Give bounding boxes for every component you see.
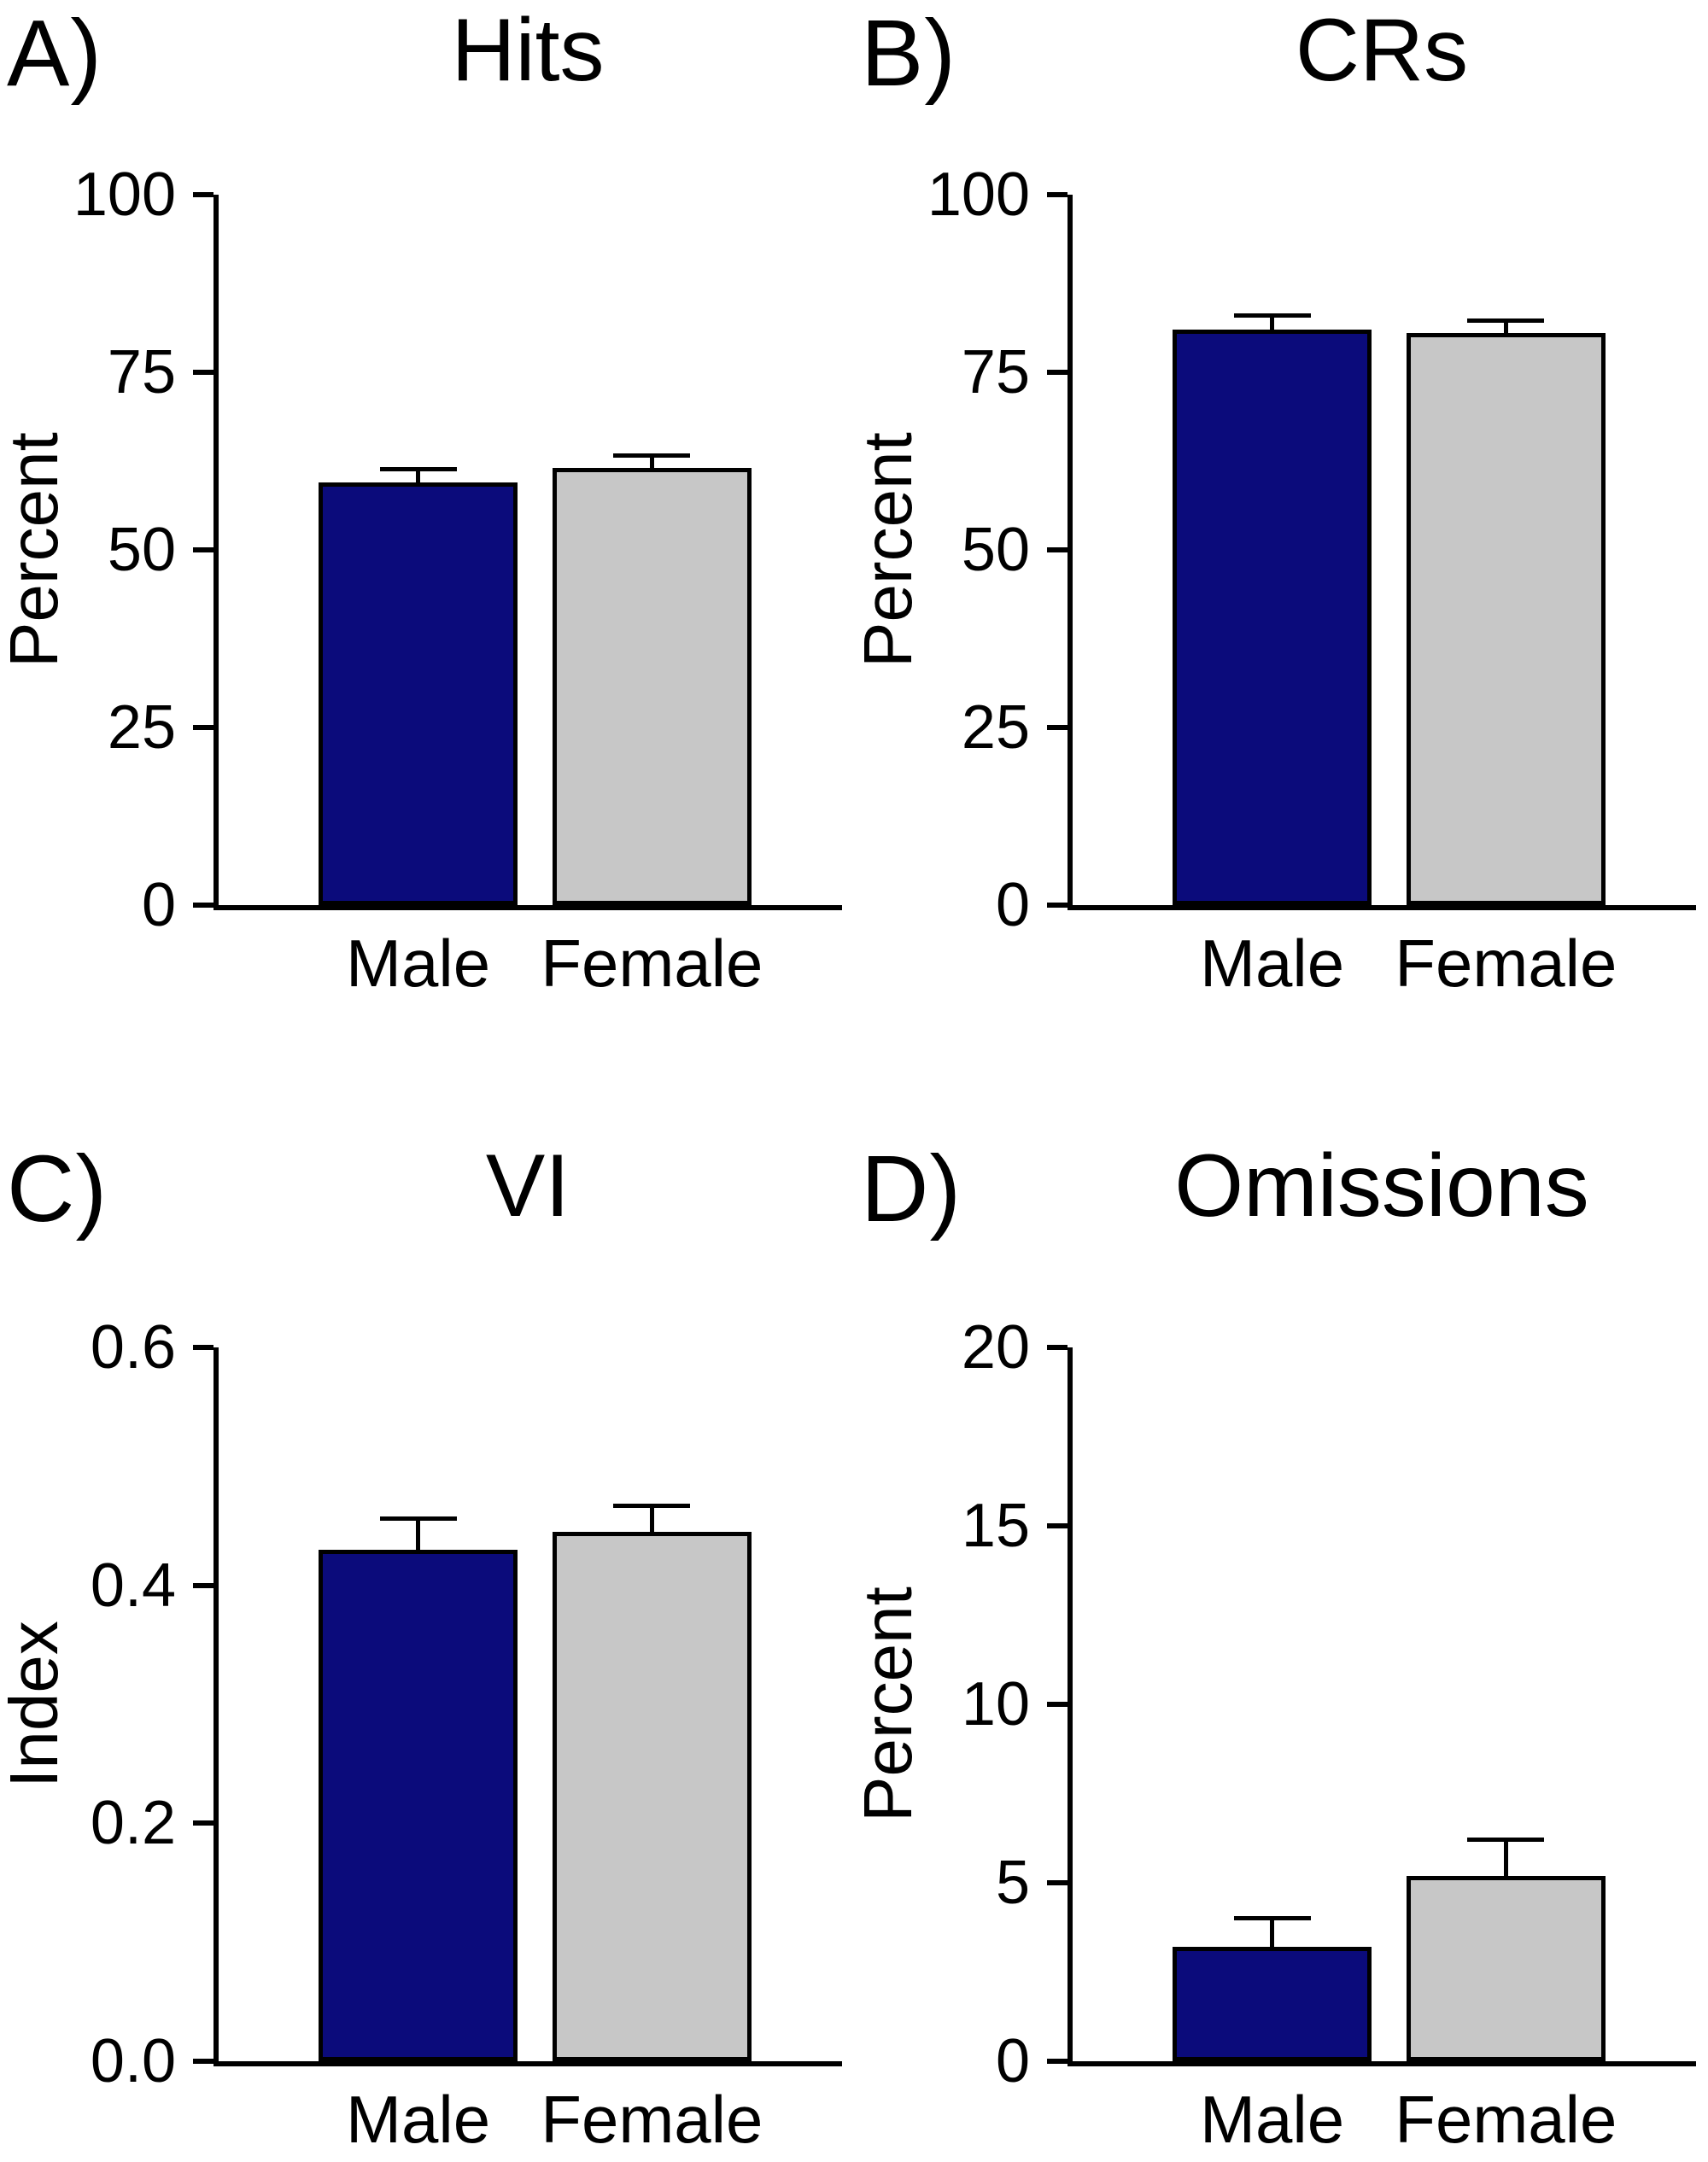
- y-axis-tick: [193, 547, 214, 552]
- error-bar-male: [1270, 315, 1275, 330]
- x-category-label-male: Male: [1200, 926, 1345, 1001]
- y-axis-tick-label: 50: [961, 516, 1030, 584]
- y-axis-tick: [1047, 370, 1068, 375]
- panel-crs: B) CRs Percent 0 25 50 75 100 Male Female: [850, 0, 1708, 1081]
- y-axis-tick-label: 0.0: [90, 2027, 176, 2095]
- y-axis-tick-label: 100: [73, 161, 176, 229]
- error-bar-cap-male: [379, 1516, 457, 1522]
- y-axis-tick: [1047, 1345, 1068, 1350]
- error-bar-cap-female: [613, 453, 691, 458]
- y-axis-tick-label: 20: [961, 1313, 1030, 1382]
- y-axis-tick-label: 50: [107, 516, 176, 584]
- x-category-label-male: Male: [346, 2082, 491, 2157]
- y-axis-tick: [1047, 1702, 1068, 1707]
- error-bar-male: [1270, 1918, 1275, 1948]
- y-axis-tick: [193, 2059, 214, 2064]
- y-axis-tick-label: 100: [927, 161, 1030, 229]
- error-bar-male: [416, 1518, 421, 1550]
- error-bar-cap-female: [1467, 318, 1545, 323]
- panel-hits: A) Hits Percent 0 25 50 75 100 Male Female: [0, 0, 854, 1081]
- bar-female: [1406, 1875, 1606, 2061]
- y-axis-tick: [1047, 1523, 1068, 1528]
- y-axis-tick-label: 25: [107, 693, 176, 762]
- x-category-label-male: Male: [346, 926, 491, 1001]
- y-axis-tick: [193, 1582, 214, 1588]
- y-axis-label-index: Index: [0, 1621, 72, 1788]
- error-bar-female: [1503, 1839, 1508, 1876]
- bar-male: [1172, 1947, 1372, 2061]
- y-axis-tick: [1047, 1880, 1068, 1885]
- plot-area-crs: 0 25 50 75 100 Male Female: [927, 164, 1696, 998]
- y-axis-tick: [193, 903, 214, 908]
- error-bar-cap-male: [379, 467, 457, 472]
- panel-letter-c: C): [7, 1137, 108, 1242]
- y-axis-tick-label: 75: [107, 338, 176, 406]
- y-axis-tick-label: 0.6: [90, 1313, 176, 1382]
- bar-male: [318, 1549, 518, 2061]
- x-category-label-female: Female: [541, 926, 763, 1001]
- y-axis-tick: [193, 192, 214, 197]
- y-axis-tick: [193, 1345, 214, 1350]
- bar-female: [552, 1531, 752, 2061]
- bar-female: [552, 468, 752, 905]
- x-category-label-female: Female: [1395, 2082, 1617, 2157]
- y-axis-tick-label: 5: [995, 1849, 1030, 1917]
- y-axis-tick: [1047, 2059, 1068, 2064]
- error-bar-cap-male: [1233, 1916, 1311, 1921]
- panel-letter-a: A): [7, 1, 102, 106]
- chart-title-omissions: Omissions: [1174, 1137, 1589, 1236]
- plot-area-vi: 0.0 0.2 0.4 0.6 Male Female: [91, 1317, 842, 2154]
- y-axis-tick-label: 75: [961, 338, 1030, 406]
- plot-area-omissions: 0 5 10 15 20 Male Female: [962, 1317, 1696, 2154]
- y-axis-tick-label: 0: [995, 2027, 1030, 2095]
- y-axis-tick: [193, 725, 214, 730]
- x-category-label-female: Female: [541, 2082, 763, 2157]
- bar-male: [1172, 330, 1372, 905]
- panel-letter-b: B): [861, 1, 956, 106]
- error-bar-male: [416, 469, 421, 482]
- chart-title-vi: VI: [485, 1137, 570, 1236]
- plot-area-hits: 0 25 50 75 100 Male Female: [73, 164, 842, 998]
- bar-male: [318, 482, 518, 905]
- error-bar-cap-female: [613, 1503, 691, 1508]
- panel-vi: C) VI Index 0.0 0.2 0.4 0.6 Male Female: [0, 1081, 854, 2162]
- y-axis-tick: [193, 1820, 214, 1826]
- x-category-label-male: Male: [1200, 2082, 1345, 2157]
- chart-title-hits: Hits: [451, 1, 605, 100]
- panel-letter-d: D): [861, 1137, 962, 1242]
- y-axis-tick-label: 0: [141, 871, 176, 939]
- panel-omissions: D) Omissions Percent 0 5 10 15 20 Male Female: [850, 1081, 1708, 2162]
- y-axis-tick-label: 15: [961, 1492, 1030, 1560]
- error-bar-cap-female: [1467, 1838, 1545, 1843]
- y-axis-tick: [1047, 725, 1068, 730]
- error-bar-female: [1503, 320, 1508, 334]
- y-axis-tick: [1047, 547, 1068, 552]
- y-axis-tick: [193, 370, 214, 375]
- error-bar-female: [649, 455, 654, 469]
- y-axis-tick-label: 0.4: [90, 1551, 176, 1620]
- y-axis-tick: [1047, 903, 1068, 908]
- y-axis-tick-label: 25: [961, 693, 1030, 762]
- y-axis-tick-label: 0: [995, 871, 1030, 939]
- y-axis-tick: [1047, 192, 1068, 197]
- x-category-label-female: Female: [1395, 926, 1617, 1001]
- error-bar-female: [649, 1505, 654, 1532]
- bar-female: [1406, 333, 1606, 905]
- y-axis-tick-label: 10: [961, 1670, 1030, 1738]
- y-axis-tick-label: 0.2: [90, 1789, 176, 1858]
- chart-title-crs: CRs: [1295, 1, 1469, 100]
- error-bar-cap-male: [1233, 313, 1311, 318]
